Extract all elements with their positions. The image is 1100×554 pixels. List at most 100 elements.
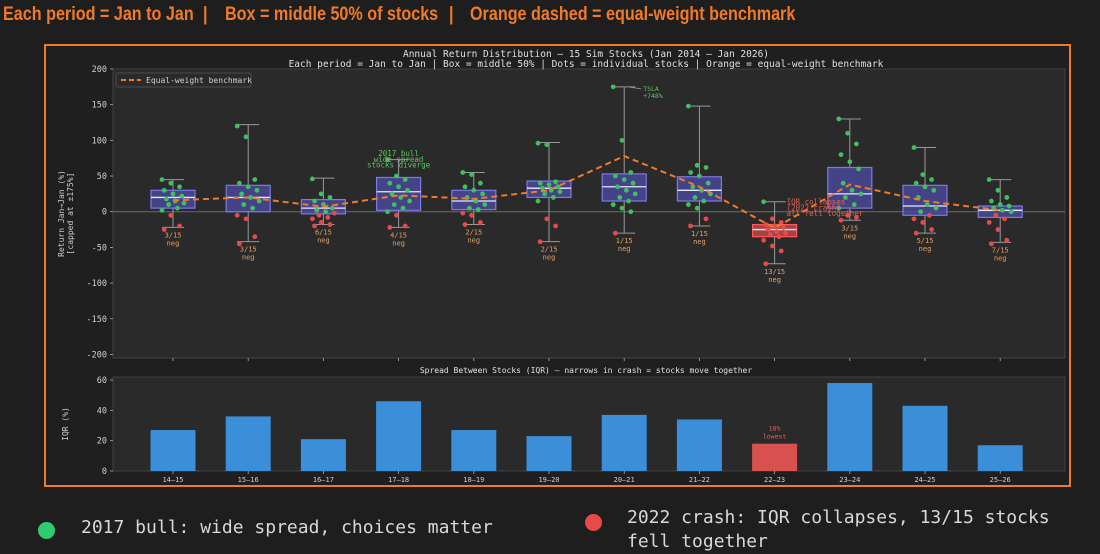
stock-dot xyxy=(856,166,861,172)
stock-dot xyxy=(385,209,390,215)
stock-dot xyxy=(630,180,636,186)
stock-dot xyxy=(705,180,711,186)
y-tick-label: 100 xyxy=(92,136,107,146)
stock-dot xyxy=(237,241,242,247)
stock-dot xyxy=(913,180,919,186)
neg-count-label: 7/15 neg xyxy=(992,246,1009,262)
stock-dot xyxy=(692,195,698,200)
stock-dot xyxy=(778,248,784,254)
stock-dot xyxy=(763,222,769,227)
neg-count-label: 3/15 neg xyxy=(165,231,182,247)
stock-dot xyxy=(688,223,693,229)
stock-dot xyxy=(460,170,466,175)
stock-dot xyxy=(761,237,766,243)
iqr-bar xyxy=(601,414,647,471)
stock-dot xyxy=(845,212,850,218)
bar-y-tick-label: 20 xyxy=(97,437,107,447)
stock-dot xyxy=(391,202,397,207)
stock-dot xyxy=(387,180,393,186)
stock-dot xyxy=(776,234,782,240)
stock-dot xyxy=(690,184,696,190)
stock-dot xyxy=(610,84,616,90)
stock-dot xyxy=(462,222,468,227)
stock-dot xyxy=(836,205,842,211)
stock-dot xyxy=(995,187,1001,193)
stock-dot xyxy=(473,198,479,204)
stock-dot xyxy=(989,198,994,204)
red-dot-icon xyxy=(585,514,602,531)
bar-x-tick-label: 15–16 xyxy=(238,476,259,484)
iqr-bar xyxy=(225,416,271,471)
iqr-box xyxy=(376,176,422,211)
stock-dot xyxy=(402,177,408,183)
stock-dot xyxy=(396,184,401,190)
stock-dot xyxy=(402,223,408,229)
stock-dot xyxy=(854,215,859,220)
crash-bar-label-line2: lowest xyxy=(763,433,787,441)
stock-dot xyxy=(989,241,994,247)
stock-dot xyxy=(763,261,769,267)
stock-dot xyxy=(542,191,547,197)
stock-dot xyxy=(838,152,844,158)
bull-annotation-line1: 2017 bull xyxy=(378,149,419,158)
y-tick-label: -100 xyxy=(87,279,107,289)
stock-dot xyxy=(254,187,260,193)
stock-dot xyxy=(234,212,240,218)
stock-dot xyxy=(1000,207,1005,213)
stock-dot xyxy=(323,209,328,215)
stock-dot xyxy=(843,195,848,200)
stock-dot xyxy=(252,177,258,183)
legend-frame xyxy=(115,72,252,88)
bull-annotation-line3: stocks diverge xyxy=(367,160,431,169)
stock-dot xyxy=(697,173,702,179)
green-dot-icon xyxy=(38,522,55,539)
neg-count-label: 2/15 neg xyxy=(541,246,558,262)
stock-dot xyxy=(694,162,700,168)
stock-dot xyxy=(997,202,1003,207)
iqr-box xyxy=(451,189,497,211)
y-tick-label: -200 xyxy=(87,350,107,360)
crash-annotation-line2: (2022 crash) xyxy=(787,203,841,212)
stock-dot xyxy=(537,239,543,245)
stock-dot xyxy=(460,210,466,216)
stock-dot xyxy=(166,202,171,207)
stock-dot xyxy=(703,165,709,170)
stock-dot xyxy=(310,216,315,222)
stock-dot xyxy=(929,177,934,183)
bottom-chart-title: Spread Between Stocks (IQR) — narrows in… xyxy=(420,366,753,375)
bar-x-tick-label: 21–22 xyxy=(689,476,710,484)
stock-dot xyxy=(332,210,337,216)
stock-dot xyxy=(243,134,249,140)
stock-dot xyxy=(858,191,864,197)
stock-dot xyxy=(703,216,709,222)
stock-dot xyxy=(544,142,550,148)
tsla-annotation-value: +748% xyxy=(643,92,663,100)
stock-dot xyxy=(478,220,483,225)
stock-dot xyxy=(619,137,625,143)
stock-dot xyxy=(535,140,541,146)
stock-dot xyxy=(535,198,541,204)
header-banner: Each period = Jan to Jan | Box = middle … xyxy=(0,2,1100,30)
tsla-pointer xyxy=(628,86,642,90)
stock-dot xyxy=(849,187,855,193)
stock-dot xyxy=(911,216,917,222)
stock-dot xyxy=(931,187,937,193)
stock-dot xyxy=(161,187,167,193)
stock-dot xyxy=(628,209,634,215)
stock-dot xyxy=(624,187,629,193)
stock-dot xyxy=(1008,209,1014,215)
chart-canvas: Annual Return Distribution — 15 Sim Stoc… xyxy=(57,49,1066,484)
header-part-3: Orange dashed = equal-weight benchmark xyxy=(470,4,796,25)
stock-dot xyxy=(394,173,399,179)
bar-x-tick-label: 25–26 xyxy=(990,476,1011,484)
y-axis-label-line2: [capped at ±175%] xyxy=(66,173,75,255)
stock-dot xyxy=(469,212,474,218)
bull-annotation-line2: wide spread xyxy=(374,155,424,164)
bar-x-tick-label: 19–20 xyxy=(538,476,559,484)
stock-dot xyxy=(924,202,930,207)
stock-dot xyxy=(617,195,623,200)
stock-dot xyxy=(613,230,618,236)
stock-dot xyxy=(632,191,638,197)
stock-dot xyxy=(241,202,247,207)
stock-dot xyxy=(159,177,165,183)
